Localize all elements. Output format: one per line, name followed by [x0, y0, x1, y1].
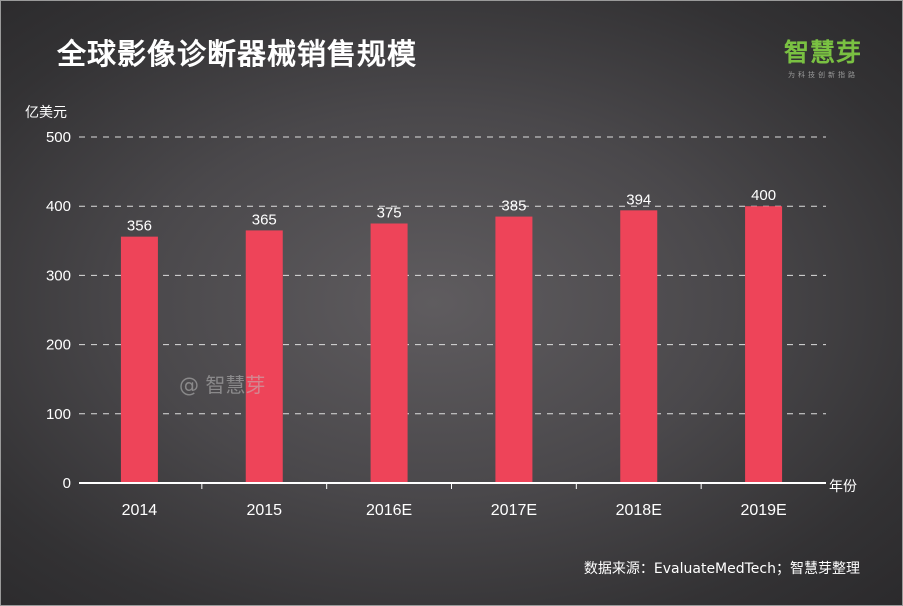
bar: [620, 210, 658, 484]
source-note: 数据来源：EvaluateMedTech；智慧芽整理: [583, 561, 860, 577]
x-tick-label: 2016E: [366, 502, 412, 519]
watermark: @ 智慧芽: [179, 373, 266, 397]
gridlines: [79, 136, 826, 415]
y-axis-title: 亿美元: [25, 105, 67, 121]
x-axis-title: 年份: [829, 479, 857, 495]
y-tick-label: 0: [63, 475, 71, 492]
bars: [120, 206, 783, 484]
logo-tagline: 为科技创新指路: [787, 71, 858, 79]
labels: 0 100 200 300 400 500 亿美元 356 2014 365 2015 375 2016…: [25, 105, 857, 519]
x-tick-label: 2017E: [491, 502, 537, 519]
x-tick-label: 2019E: [740, 502, 786, 519]
bar: [370, 223, 408, 483]
y-tick-label: 300: [46, 267, 71, 284]
chart-title: 全球影像诊断器械销售规模: [57, 37, 418, 71]
y-tick-label: 500: [46, 129, 71, 146]
axes: [79, 482, 826, 489]
bar: [245, 230, 283, 483]
brand-logo: 智慧芽 为科技创新指路: [784, 33, 862, 80]
y-tick-label: 200: [46, 337, 71, 354]
x-tick-label: 2015: [246, 502, 282, 519]
bar: [495, 216, 533, 483]
y-tick-label: 100: [46, 406, 71, 423]
data-label: 356: [127, 218, 152, 235]
x-tick-label: 2018E: [616, 502, 662, 519]
x-tick-label: 2014: [122, 502, 158, 519]
data-label: 400: [751, 187, 776, 204]
y-tick-label: 400: [46, 198, 71, 215]
data-label: 365: [252, 211, 277, 228]
bar: [745, 206, 783, 483]
bar: [120, 236, 158, 483]
data-label: 394: [626, 191, 651, 208]
logo-text: 智慧芽: [783, 38, 862, 67]
data-label: 375: [377, 205, 402, 222]
data-label: 385: [501, 198, 526, 215]
